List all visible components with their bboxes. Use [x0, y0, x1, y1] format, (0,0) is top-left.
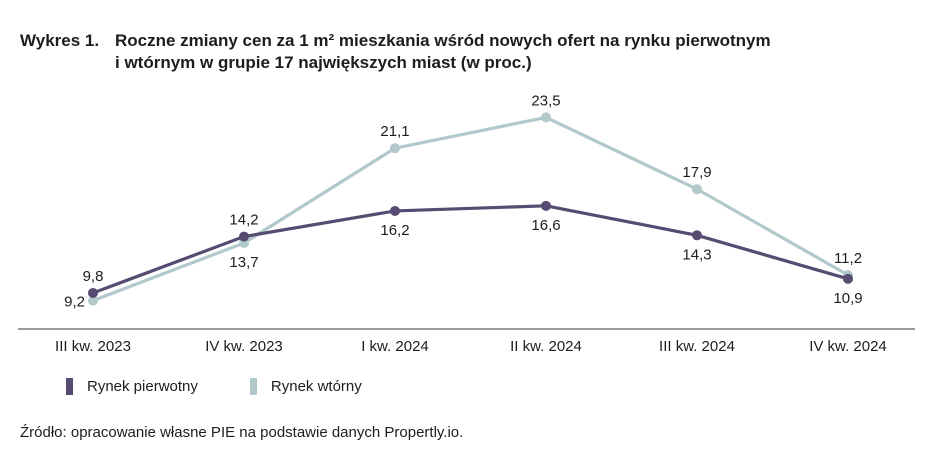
data-label-secondary-market: 23,5 — [531, 92, 560, 109]
legend-swatch-secondary-market — [249, 378, 257, 395]
data-point-primary-market — [88, 287, 98, 298]
data-label-primary-market: 16,6 — [531, 217, 560, 234]
data-label-primary-market: 9,8 — [83, 268, 104, 285]
data-label-secondary-market: 17,9 — [682, 164, 711, 181]
data-point-secondary-market — [692, 184, 702, 195]
x-tick-label: IV kw. 2023 — [205, 338, 283, 355]
label-layer: 9,8 14,2 16,2 16,6 14,3 10,9 9,2 13,7 21,1 23,5 17… — [64, 92, 862, 310]
x-tick-label: III kw. 2024 — [659, 338, 735, 355]
axis-layer: III kw. 2023 IV kw. 2023 I kw. 2024 II kw. … — [18, 328, 915, 355]
data-point-primary-market — [541, 200, 551, 211]
data-label-primary-market: 10,9 — [833, 290, 862, 307]
legend-label-primary-market: Rynek pierwotny — [87, 378, 198, 395]
data-point-primary-market — [843, 273, 853, 284]
x-tick-label: IV kw. 2024 — [809, 338, 887, 355]
chart-title-text-1: Roczne zmiany cen za 1 m² mieszkania wśr… — [115, 31, 771, 50]
x-tick-label: I kw. 2024 — [361, 338, 429, 355]
data-label-secondary-market: 11,2 — [834, 250, 862, 267]
legend-swatch-primary-market — [66, 378, 73, 395]
data-point-primary-market — [239, 231, 249, 242]
series-line-primary-market — [91, 204, 850, 295]
legend-item-secondary-market: Rynek wtórny — [249, 378, 362, 395]
data-point-secondary-market — [88, 295, 98, 306]
data-label-primary-market: 16,2 — [380, 222, 409, 239]
series-line-secondary-market — [91, 115, 850, 303]
data-label-secondary-market: 9,2 — [64, 294, 85, 311]
series-layer — [88, 112, 853, 306]
legend-item-primary-market: Rynek pierwotny — [66, 378, 198, 395]
chart-title-line-1: Wykres 1. Roczne zmiany cen za 1 m² miesz… — [20, 30, 920, 52]
data-label-primary-market: 14,3 — [682, 246, 711, 263]
x-tick-label: II kw. 2024 — [510, 338, 582, 355]
chart-title: Wykres 1. Roczne zmiany cen za 1 m² miesz… — [20, 30, 920, 74]
chart-legend: Rynek pierwotny Rynek wtórny — [66, 378, 414, 395]
data-label-secondary-market: 13,7 — [229, 254, 258, 271]
data-point-secondary-market — [390, 143, 400, 154]
data-point-secondary-market — [541, 112, 551, 123]
data-point-primary-market — [692, 230, 702, 241]
data-label-secondary-market: 21,1 — [380, 123, 409, 140]
chart-title-line-2: i wtórnym w grupie 17 największych miast… — [115, 53, 532, 72]
data-label-primary-market: 14,2 — [229, 212, 258, 229]
chart-title-prefix: Wykres 1. — [20, 31, 100, 50]
x-tick-label: III kw. 2023 — [55, 338, 131, 355]
line-chart: III kw. 2023 IV kw. 2023 I kw. 2024 II kw. … — [18, 92, 915, 355]
data-point-primary-market — [390, 205, 400, 216]
legend-label-secondary-market: Rynek wtórny — [270, 378, 362, 395]
source-note: Źródło: opracowanie własne PIE na podsta… — [20, 424, 464, 441]
